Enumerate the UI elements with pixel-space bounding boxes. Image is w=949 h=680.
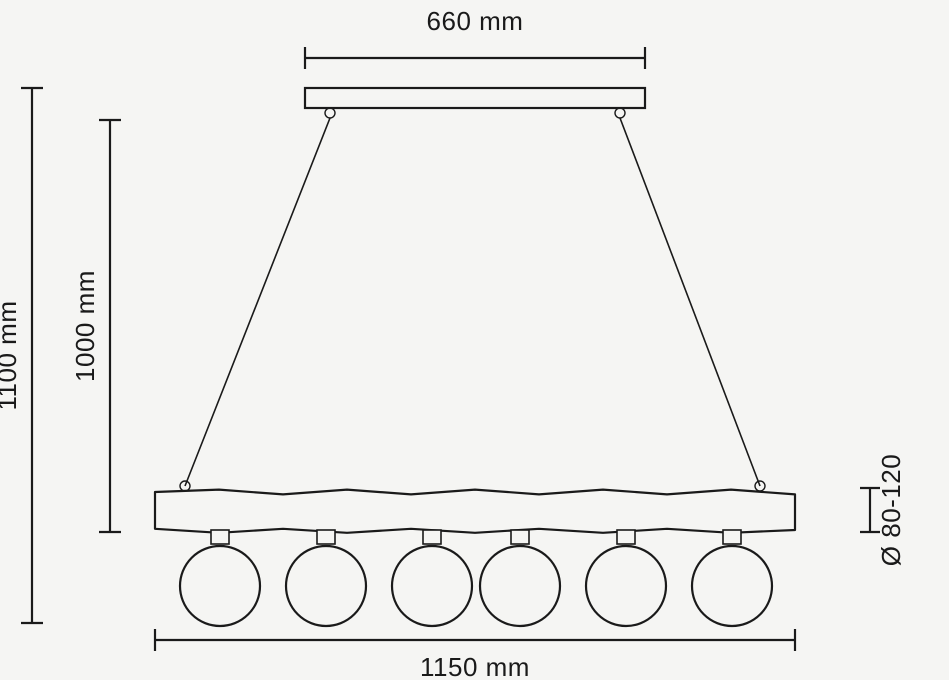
dim-left-outer-label: 1100 mm [0,301,22,411]
bulb-neck [617,530,635,544]
bulb [692,546,772,626]
bulb-neck [511,530,529,544]
bulb-neck [423,530,441,544]
bulb-neck [723,530,741,544]
canvas-bg [0,0,949,680]
bulb [180,546,260,626]
bulb [286,546,366,626]
dim-left-inner-label: 1000 mm [70,270,100,382]
bulb [480,546,560,626]
bulb-neck [317,530,335,544]
dim-top-label: 660 mm [427,6,524,36]
bulb-neck [211,530,229,544]
dim-bottom-label: 1150 mm [420,652,530,680]
dim-right-label: Ø 80-120 [876,454,906,566]
wood-beam [155,490,795,533]
bulb [392,546,472,626]
bulb [586,546,666,626]
